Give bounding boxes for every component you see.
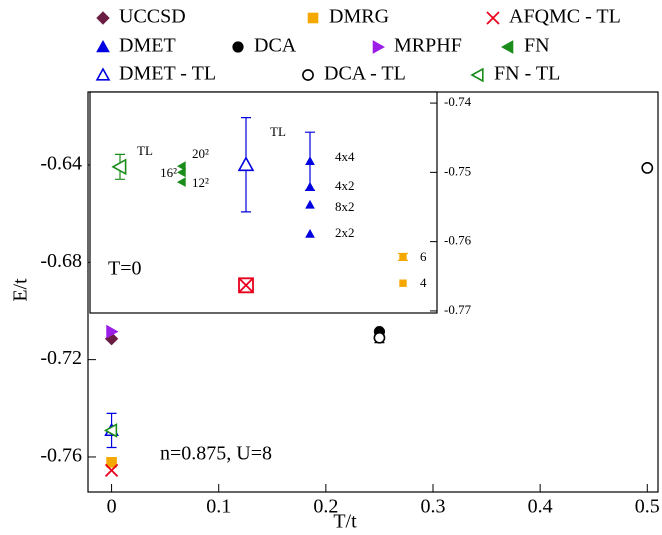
x-tick-label: 0 xyxy=(107,496,117,518)
inset-point-label: 4x2 xyxy=(335,178,355,193)
annotation: n=0.875, U=8 xyxy=(160,443,272,465)
y-tick-label: -0.76 xyxy=(40,445,82,467)
legend-label: AFQMC - TL xyxy=(509,6,621,28)
legend-marker xyxy=(95,67,111,81)
data-point xyxy=(373,331,386,344)
inset-point-label: 20² xyxy=(192,146,209,161)
data-point xyxy=(106,457,117,468)
data-point xyxy=(641,162,654,174)
y-tick-label: -0.68 xyxy=(40,250,82,272)
legend: UCCSD DMRG AFQMC - TL DMET DCA MRPHF FN DMET - … xyxy=(95,6,621,85)
main-plot: 0 0.1 0.2 0.3 0.4 0.5 -0.64 -0.68 -0.72 -0.76 xyxy=(40,153,659,518)
legend-marker xyxy=(470,67,484,83)
x-tick-label: 0.4 xyxy=(528,496,553,518)
legend-marker xyxy=(232,41,244,53)
legend-label: FN xyxy=(524,35,550,57)
inset-point xyxy=(399,253,407,261)
x-tick-label: 0.2 xyxy=(313,496,338,518)
legend-marker xyxy=(372,40,386,54)
legend-label: DMRG xyxy=(329,6,389,28)
inset-point-label: 4x4 xyxy=(335,149,355,164)
legend-label: DMET - TL xyxy=(119,63,216,85)
legend-label: UCCSD xyxy=(119,6,186,28)
x-tick-label: 0.1 xyxy=(206,496,231,518)
legend-marker xyxy=(302,69,314,81)
inset-y-tick-label: -0.74 xyxy=(444,94,472,109)
inset-point-label: TL xyxy=(137,143,153,158)
inset-point-label: 16² xyxy=(160,165,177,180)
legend-marker xyxy=(96,11,110,25)
data-point xyxy=(104,463,119,477)
legend-label: DCA xyxy=(254,35,297,57)
inset-point xyxy=(176,161,186,171)
legend-label: DMET xyxy=(119,35,176,57)
legend-label: FN - TL xyxy=(494,63,560,85)
legend-marker xyxy=(307,12,319,24)
inset-point xyxy=(305,199,315,209)
y-tick-label: -0.64 xyxy=(40,153,82,175)
inset-point xyxy=(237,156,255,172)
x-axis-label: T/t xyxy=(333,511,357,533)
inset-point xyxy=(305,228,315,238)
x-tick-label: 0.5 xyxy=(635,496,660,518)
y-tick-label: -0.72 xyxy=(40,347,82,369)
inset-title: T=0 xyxy=(108,258,142,280)
inset-point xyxy=(176,167,186,178)
inset-plot: -0.74 -0.75 -0.76 -0.77 TL 20² 16² 12² TL 4x4 4x2 8… xyxy=(111,94,472,317)
legend-marker xyxy=(96,39,110,53)
legend-label: MRPHF xyxy=(394,35,462,57)
inset-point-label: 8x2 xyxy=(335,199,355,214)
inset-point-label: TL xyxy=(270,124,286,139)
inset-point xyxy=(399,279,407,287)
inset-y-tick-label: -0.76 xyxy=(444,233,472,248)
inset-y-tick-label: -0.77 xyxy=(444,302,472,317)
inset-y-tick-label: -0.75 xyxy=(444,163,471,178)
legend-marker xyxy=(486,11,500,25)
inset-point xyxy=(111,158,127,176)
inset-point xyxy=(176,177,186,187)
y-axis-label: E/t xyxy=(10,278,32,302)
inset-point-label: 12² xyxy=(192,175,209,190)
legend-label: DCA - TL xyxy=(324,63,406,85)
inset-frame xyxy=(89,91,438,314)
inset-point-label: 2x2 xyxy=(335,225,355,240)
inset-point xyxy=(305,181,315,191)
data-point xyxy=(103,423,118,438)
inset-point-label: 6 xyxy=(420,249,427,264)
inset-point xyxy=(305,156,315,165)
x-tick-label: 0.3 xyxy=(421,496,446,518)
inset-point xyxy=(238,277,254,294)
legend-marker xyxy=(500,40,514,54)
data-point xyxy=(106,324,119,339)
inset-point-label: 4 xyxy=(420,275,427,290)
